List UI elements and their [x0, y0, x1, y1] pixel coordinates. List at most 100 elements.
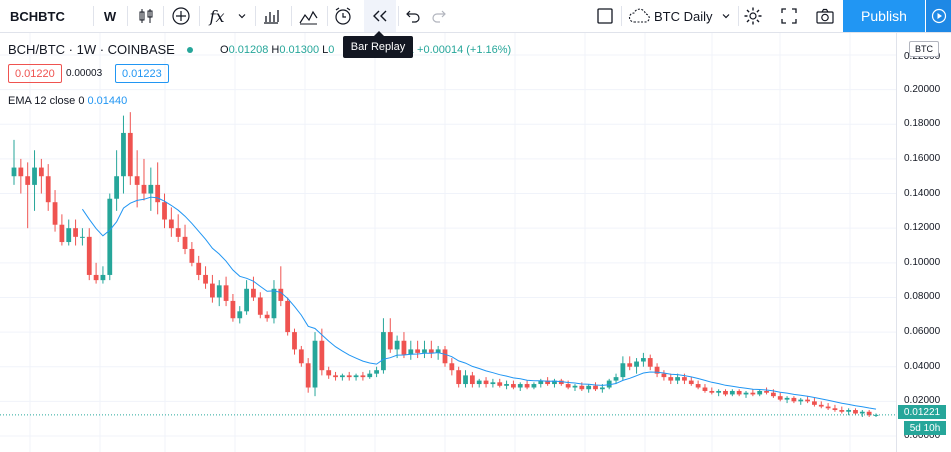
- candle: [285, 297, 291, 336]
- layout-button[interactable]: [594, 0, 616, 32]
- snapshot-button[interactable]: [813, 0, 837, 32]
- candle-body: [634, 361, 639, 367]
- candle-body: [846, 410, 852, 412]
- toolbar-divider: [163, 6, 164, 26]
- bar-replay-button[interactable]: [364, 0, 396, 32]
- candle: [634, 358, 639, 374]
- candle: [175, 214, 181, 243]
- candle: [32, 150, 37, 211]
- candle-body: [688, 380, 694, 385]
- save-layout-button[interactable]: BTC Daily: [628, 0, 738, 32]
- compare-symbol-button[interactable]: [169, 0, 193, 32]
- candle: [141, 158, 147, 201]
- candle: [661, 370, 667, 381]
- candle-body: [271, 288, 277, 319]
- candle-body: [517, 384, 523, 388]
- templates-button[interactable]: [297, 0, 319, 32]
- ema-line: [81, 196, 877, 410]
- camera-icon: [816, 8, 834, 24]
- candle: [463, 370, 468, 388]
- candle: [196, 255, 202, 281]
- candle: [442, 345, 448, 367]
- candle-body: [168, 219, 174, 229]
- candle-body: [333, 375, 338, 378]
- bar-countdown-label: 5d 10h: [904, 421, 946, 435]
- candle-body: [647, 358, 653, 367]
- candle-body: [73, 228, 78, 237]
- candle: [298, 345, 304, 367]
- publish-button[interactable]: Publish: [843, 0, 925, 32]
- candle: [326, 366, 332, 379]
- chart-style-button[interactable]: [134, 0, 158, 32]
- low-value: 0: [328, 44, 335, 56]
- candle: [866, 410, 872, 417]
- candle: [80, 228, 85, 246]
- settings-button[interactable]: [742, 0, 764, 32]
- fullscreen-button[interactable]: [778, 0, 800, 32]
- candle: [784, 396, 790, 404]
- price-axis[interactable]: [896, 33, 951, 452]
- candle-body: [593, 385, 598, 390]
- indicators-dropdown[interactable]: [234, 0, 250, 32]
- bid-price[interactable]: 0.01220: [8, 64, 62, 83]
- ema-value: 0.01440: [87, 95, 128, 107]
- candle-body: [312, 340, 318, 388]
- candle: [853, 408, 858, 416]
- candle: [422, 340, 427, 359]
- undo-button[interactable]: [403, 0, 423, 32]
- candle: [237, 306, 243, 324]
- candle: [230, 293, 236, 322]
- candle-body: [798, 399, 804, 402]
- candle-body: [203, 274, 208, 284]
- candle-body: [127, 132, 133, 177]
- candle: [613, 373, 619, 385]
- candle: [757, 389, 763, 397]
- high-key: H: [271, 44, 280, 56]
- interval-button[interactable]: W: [103, 8, 117, 24]
- candle: [148, 167, 154, 211]
- candle: [825, 403, 831, 411]
- candle-body: [476, 380, 482, 385]
- candle-body: [661, 373, 667, 378]
- alert-button[interactable]: [332, 0, 354, 32]
- candle-body: [319, 340, 325, 371]
- indicators-button[interactable]: fx: [206, 0, 228, 32]
- candle-body: [757, 390, 763, 395]
- publish-menu-button[interactable]: [926, 0, 951, 32]
- candle: [688, 377, 694, 386]
- candle-body: [264, 314, 270, 319]
- candle: [155, 162, 161, 215]
- candle-body: [326, 370, 332, 376]
- layout-dropdown[interactable]: [718, 0, 734, 32]
- candle: [483, 377, 489, 388]
- candle: [93, 262, 99, 284]
- financials-button[interactable]: [260, 0, 282, 32]
- redo-button[interactable]: [429, 0, 449, 32]
- candle: [716, 389, 722, 397]
- candle-body: [257, 297, 263, 315]
- candle-body: [736, 390, 742, 395]
- candle-body: [784, 397, 790, 400]
- candle: [182, 224, 188, 255]
- candle-body: [182, 236, 188, 249]
- candle-body: [805, 399, 810, 402]
- candle-body: [237, 311, 243, 319]
- symbol-search-button[interactable]: BCHBTC: [10, 8, 65, 24]
- candle: [511, 380, 516, 390]
- candle: [729, 389, 735, 397]
- price-chart[interactable]: [0, 33, 896, 452]
- candle-body: [11, 167, 17, 177]
- candle: [552, 378, 557, 388]
- ask-price[interactable]: 0.01223: [115, 64, 169, 83]
- candle: [73, 219, 78, 246]
- candle-body: [723, 390, 728, 395]
- candle-body: [210, 283, 215, 298]
- candle-body: [353, 375, 359, 378]
- candle: [100, 266, 106, 284]
- candle-body: [428, 349, 434, 353]
- bar-style-icon: [264, 10, 279, 24]
- candle: [121, 115, 126, 194]
- candle: [162, 193, 167, 229]
- currency-label[interactable]: BTC: [909, 41, 939, 57]
- candle-body: [490, 382, 496, 385]
